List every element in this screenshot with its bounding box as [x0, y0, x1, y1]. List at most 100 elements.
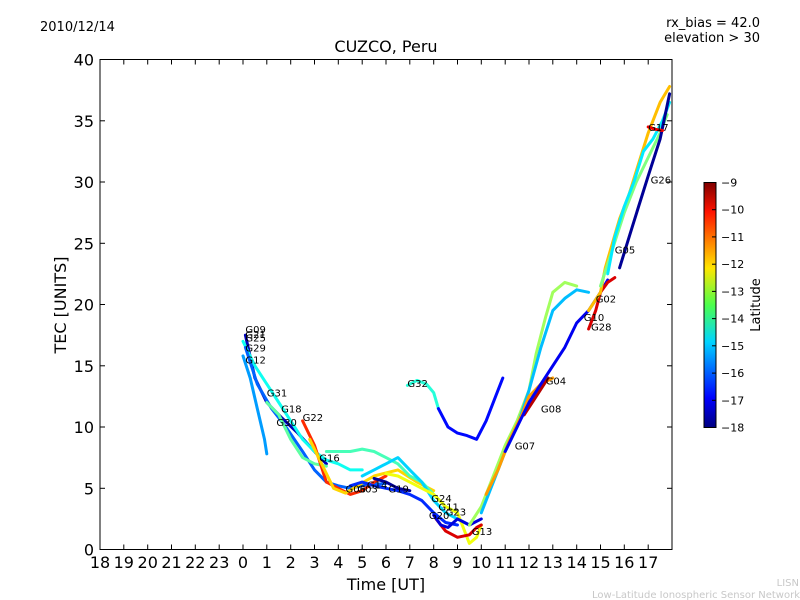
x-tick-label: 2	[286, 553, 296, 572]
tec-series-13	[436, 376, 505, 441]
satellite-label-g29: G29	[245, 343, 265, 354]
x-tick-label: 16	[614, 553, 634, 572]
satellite-label-g26: G26	[651, 176, 671, 187]
satellite-label-g30: G30	[276, 418, 296, 429]
x-tick-label: 17	[638, 553, 658, 572]
y-tick-label: 5	[84, 479, 94, 498]
x-tick-label: 7	[405, 553, 415, 572]
satellite-label-g08: G08	[541, 405, 561, 416]
y-tick-label: 20	[74, 296, 94, 315]
tec-series-17	[479, 288, 591, 515]
satellite-label-g07: G07	[515, 441, 535, 452]
satellite-label-g22: G22	[303, 413, 323, 424]
x-tick-label: 1	[262, 553, 272, 572]
x-tick-label: 21	[161, 553, 181, 572]
x-tick-label: 10	[471, 553, 491, 572]
colorbar-tick-label: −12	[721, 258, 744, 271]
colorbar-label: Latitude	[749, 278, 764, 332]
x-tick-label: 15	[590, 553, 610, 572]
satellite-label-g16: G16	[319, 454, 339, 465]
tec-series-14	[434, 517, 483, 539]
x-axis-label: Time [UT]	[346, 575, 425, 594]
satellite-label-g28: G28	[591, 323, 611, 334]
x-tick-label: 3	[309, 553, 319, 572]
tec-series-11	[384, 472, 483, 545]
colorbar-tick-label: −9	[721, 177, 737, 190]
tec-series-10	[372, 476, 412, 493]
x-tick-label: 22	[185, 553, 205, 572]
date-label: 2010/12/14	[40, 20, 115, 35]
satellite-label-g12: G12	[245, 356, 265, 367]
y-tick-label: 35	[74, 112, 94, 131]
satellite-label-g02: G02	[596, 294, 616, 305]
colorbar	[703, 182, 717, 428]
x-tick-label: 18	[90, 553, 110, 572]
tec-series-26	[646, 125, 664, 132]
rx-bias-label: rx_bias = 42.0	[666, 16, 760, 31]
y-tick-label: 40	[74, 51, 94, 70]
footer-network: Low-Latitude Ionospheric Sensor Network	[592, 590, 800, 600]
satellite-label-g03: G03	[357, 484, 377, 495]
satellite-label-g23: G23	[446, 508, 466, 519]
satellite-label-g05: G05	[615, 245, 635, 256]
satellite-label-g19: G19	[388, 484, 408, 495]
satellite-label-g11: G11	[438, 503, 458, 514]
x-tick-label: 19	[114, 553, 134, 572]
colorbar-tick-label: −10	[721, 204, 744, 217]
y-tick-label: 0	[84, 541, 94, 560]
x-tick-label: 20	[138, 553, 158, 572]
axis-ticks: 18 19 20 21 22 23 0 1 2 3 4 5 6 7 8 9 10 11 12 13 14 15 16 1705…	[74, 51, 672, 572]
y-tick-label: 15	[74, 357, 94, 376]
tec-series-4	[265, 401, 328, 468]
x-tick-label: 8	[429, 553, 439, 572]
tec-series-8	[360, 456, 471, 527]
colorbar-tick-label: −18	[721, 422, 744, 435]
x-tick-label: 11	[495, 553, 515, 572]
footer-lisn: LISN	[777, 578, 799, 589]
colorbar-tick-label: −13	[721, 285, 744, 298]
colorbar-tick-label: −11	[721, 231, 744, 244]
x-tick-label: 12	[519, 553, 539, 572]
y-tick-label: 25	[74, 234, 94, 253]
satellite-label-g14: G14	[367, 481, 387, 492]
satellite-label-g13: G13	[472, 527, 492, 538]
x-tick-label: 4	[333, 553, 343, 572]
satellite-label-g24: G24	[431, 494, 451, 505]
x-tick-label: 6	[381, 553, 391, 572]
tec-series-24	[606, 100, 672, 276]
satellite-label-g21: G21	[245, 330, 265, 341]
satellite-label-g04: G04	[546, 376, 566, 387]
x-tick-label: 5	[357, 553, 367, 572]
satellite-label-g10: G10	[584, 313, 604, 324]
satellite-label-g18: G18	[281, 405, 301, 416]
x-tick-label: 0	[238, 553, 248, 572]
tec-series-2	[241, 339, 364, 472]
satellite-label-g20: G20	[429, 511, 449, 522]
colorbar-ticks: −9 −10 −11 −12 −13 −14 −15 −16 −17 −18	[712, 177, 744, 435]
y-axis-label: TEC [UNITS]	[51, 257, 70, 355]
satellite-label-g17: G17	[648, 123, 668, 134]
x-tick-label: 14	[567, 553, 587, 572]
y-tick-label: 10	[74, 418, 94, 437]
tec-series-9	[348, 480, 459, 527]
chart-title: CUZCO, Peru	[334, 37, 437, 56]
x-tick-label: 13	[543, 553, 563, 572]
tec-series-12	[405, 378, 440, 411]
tec-series-19	[522, 376, 550, 417]
colorbar-tick-label: −14	[721, 313, 744, 326]
colorbar-tick-label: −16	[721, 367, 744, 380]
elevation-label: elevation > 30	[664, 31, 760, 46]
satellite-label-g31: G31	[267, 389, 287, 400]
tec-series-0	[241, 354, 269, 456]
colorbar-tick-label: −15	[721, 340, 744, 353]
x-tick-label: 9	[452, 553, 462, 572]
y-tick-label: 30	[74, 173, 94, 192]
satellite-label-g25: G25	[245, 334, 265, 345]
satellite-label-g32: G32	[407, 379, 427, 390]
x-tick-label: 23	[209, 553, 229, 572]
satellite-label-g06: G06	[346, 484, 366, 495]
colorbar-tick-label: −17	[721, 394, 744, 407]
satellite-label-g09: G09	[245, 325, 265, 336]
